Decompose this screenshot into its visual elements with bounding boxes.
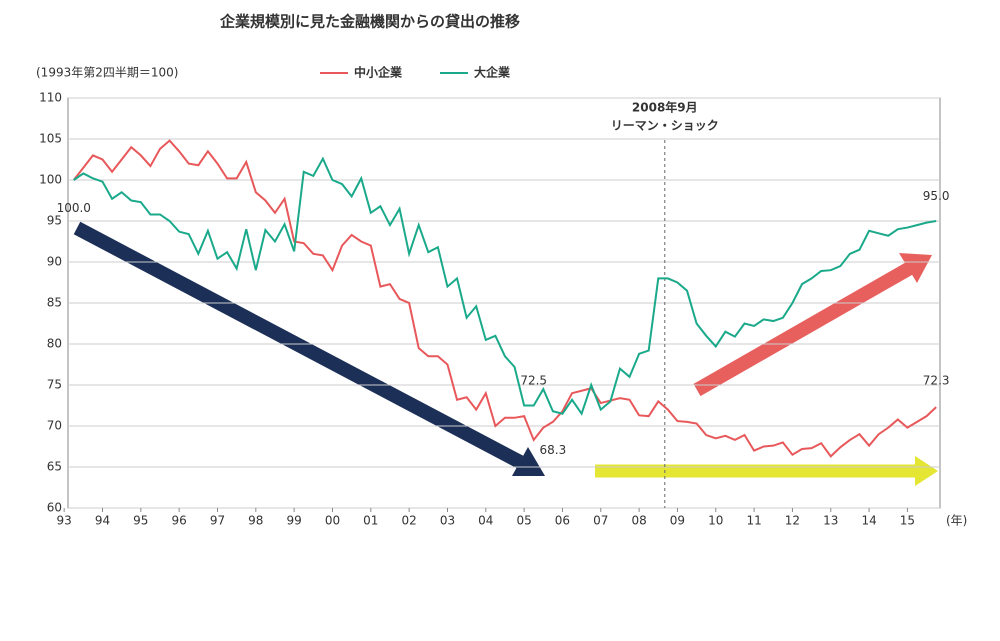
y-tick-label: 100 [39, 173, 62, 187]
x-tick-label: 94 [95, 514, 110, 528]
x-tick-label: 04 [478, 514, 493, 528]
series-line [72, 139, 937, 458]
x-axis-label: (年) [946, 514, 967, 528]
x-tick-label: 98 [248, 514, 263, 528]
x-tick-label: 11 [746, 514, 761, 528]
x-tick-label: 93 [57, 514, 72, 528]
series-line [73, 156, 937, 416]
y-tick-label: 105 [39, 132, 62, 146]
y-axis-label: (1993年第2四半期＝100) [36, 66, 178, 80]
annotation: 72.3 [923, 373, 950, 387]
y-tick-label: 60 [47, 501, 62, 515]
y-tick-label: 75 [47, 378, 62, 392]
x-tick-label: 14 [861, 514, 876, 528]
x-tick-label: 15 [900, 514, 915, 528]
x-tick-label: 13 [823, 514, 838, 528]
x-tick-label: 09 [670, 514, 685, 528]
decorative-arrows [73, 221, 938, 486]
y-tick-label: 110 [39, 91, 62, 105]
annotation: 72.5 [520, 373, 547, 387]
x-tick-label: 99 [287, 514, 302, 528]
x-tick-label: 05 [516, 514, 531, 528]
legend-label: 中小企業 [354, 65, 403, 80]
x-tick-label: 12 [785, 514, 800, 528]
x-tick-label: 10 [708, 514, 723, 528]
annotation: 100.0 [57, 201, 91, 215]
y-tick-label: 90 [47, 255, 62, 269]
x-tick-label: 07 [593, 514, 608, 528]
x-tick-label: 08 [631, 514, 646, 528]
x-tick-label: 00 [325, 514, 340, 528]
annotation: 68.3 [540, 443, 567, 457]
y-tick-label: 70 [47, 419, 62, 433]
x-tick-label: 02 [401, 514, 416, 528]
x-tick-label: 01 [363, 514, 378, 528]
chart-title: 企業規模別に見た金融機関からの貸出の推移 [219, 13, 520, 31]
y-tick-label: 80 [47, 337, 62, 351]
x-tick-label: 96 [172, 514, 187, 528]
x-tick-label: 95 [133, 514, 148, 528]
x-tick-label: 06 [555, 514, 570, 528]
annotation: 95.0 [923, 189, 950, 203]
event-label: リーマン・ショック [611, 119, 719, 133]
event-label: 2008年9月 [632, 100, 698, 115]
y-tick-label: 95 [47, 214, 62, 228]
y-tick-label: 65 [47, 460, 62, 474]
x-tick-label: 97 [210, 514, 225, 528]
x-tick-label: 03 [440, 514, 455, 528]
legend-label: 大企業 [474, 65, 511, 80]
y-tick-label: 85 [47, 296, 62, 310]
